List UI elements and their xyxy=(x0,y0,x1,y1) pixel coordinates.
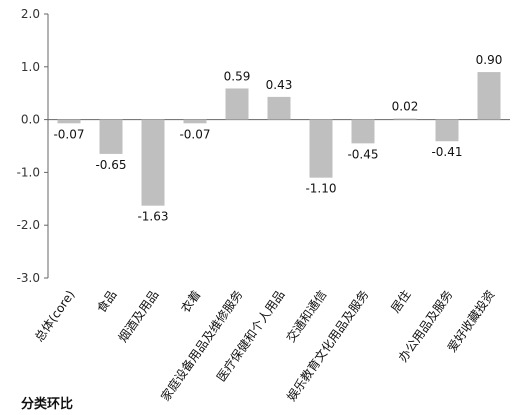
bar xyxy=(393,118,417,120)
data-label: -1.10 xyxy=(305,182,336,196)
data-label: -0.45 xyxy=(347,147,378,161)
category-label: 家庭设备用品及维修服务 xyxy=(157,287,245,404)
bars xyxy=(57,72,501,206)
y-tick-label: -1.0 xyxy=(17,165,40,179)
data-label: 0.59 xyxy=(224,69,251,83)
category-label: 烟酒及用品 xyxy=(116,288,162,345)
data-label: 0.90 xyxy=(476,53,503,67)
y-tick-label: -3.0 xyxy=(17,271,40,285)
bar xyxy=(99,119,123,154)
bar xyxy=(309,119,333,178)
bar xyxy=(477,72,501,120)
category-label: 总体(core) xyxy=(32,288,78,345)
bar xyxy=(183,119,207,124)
category-label: 交通和通信 xyxy=(283,287,330,345)
data-label: -0.65 xyxy=(95,158,126,172)
data-label: -0.07 xyxy=(179,127,210,141)
bar xyxy=(267,96,291,120)
chart-title: 分类环比 xyxy=(21,397,74,412)
data-label: -0.07 xyxy=(53,127,84,141)
category-label: 衣着 xyxy=(177,287,203,315)
data-label: 0.02 xyxy=(392,100,419,114)
bar xyxy=(225,88,249,120)
bar xyxy=(435,119,459,142)
data-label: -0.41 xyxy=(431,145,462,159)
y-tick-label: 0.0 xyxy=(21,113,40,127)
y-tick-label: -2.0 xyxy=(17,218,40,232)
bar xyxy=(57,119,81,124)
category-label: 居住 xyxy=(388,288,413,316)
y-tick-label: 2.0 xyxy=(21,7,40,21)
data-label: -1.63 xyxy=(137,210,168,224)
y-tick-label: 1.0 xyxy=(21,60,40,74)
category-label: 娱乐教育文化用品及服务 xyxy=(283,287,371,404)
data-label: 0.43 xyxy=(266,78,293,92)
bar xyxy=(351,119,375,144)
data-labels: -0.07 -0.65 -1.63 -0.07 0.59 0.43 -1.10 -0.45 0.… xyxy=(53,53,502,224)
category-label: 食品 xyxy=(93,287,119,315)
bar xyxy=(141,119,165,206)
